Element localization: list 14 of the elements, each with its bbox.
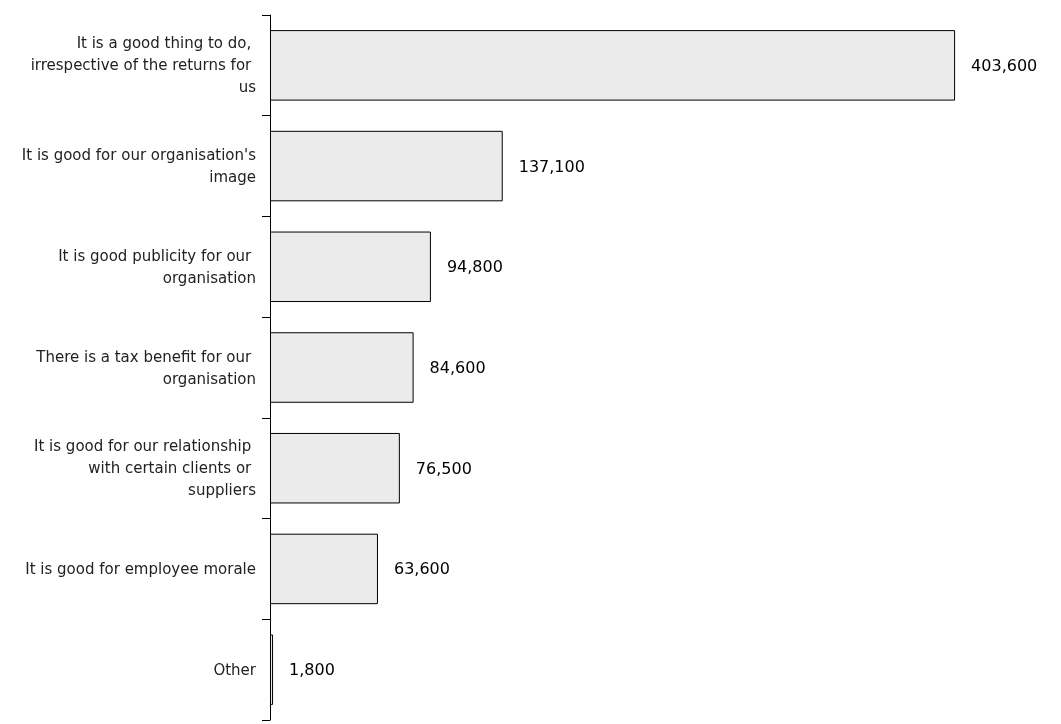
data-label: 76,500 [415, 458, 472, 478]
y-tick-label: It is a good thing to do, irrespective of the returns for us [30, 34, 257, 97]
y-tick-label: Other [213, 660, 257, 679]
y-tick-label: It is good for our relationship with certain clients or suppliers [34, 437, 257, 500]
data-label: 1,800 [289, 660, 335, 680]
data-label: 137,100 [518, 156, 585, 176]
data-label: 63,600 [393, 559, 450, 579]
data-label: 403,600 [971, 55, 1038, 75]
y-tick-label: There is a tax benefit for our organisation [35, 347, 256, 388]
data-label: 94,800 [446, 257, 503, 277]
data-label: 84,600 [429, 358, 486, 377]
y-tick-label: It is good for employee morale [25, 559, 256, 578]
y-tick-label: It is good publicity for our organisation [58, 246, 256, 287]
y-tick-label: It is good for our organisation's image [21, 146, 257, 187]
